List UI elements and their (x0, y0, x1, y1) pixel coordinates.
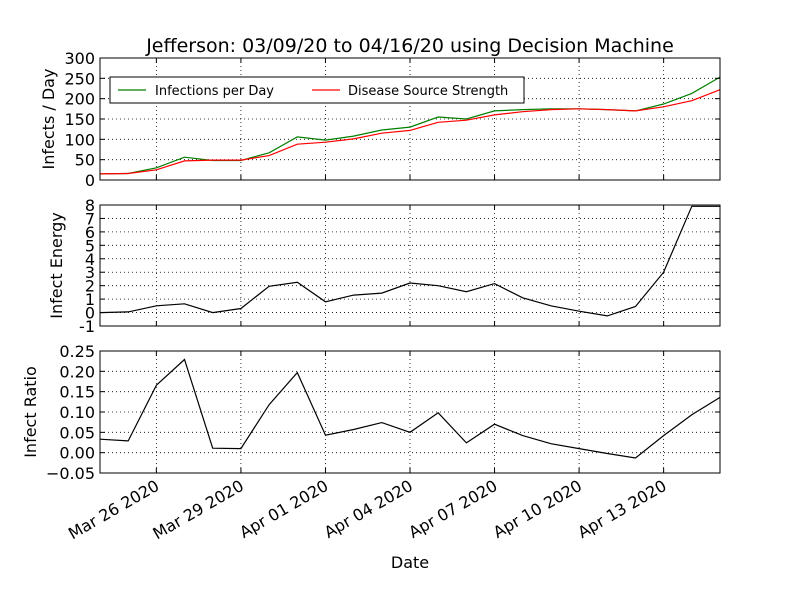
x-tick-label: Apr 04 2020 (321, 476, 416, 542)
y-tick-label: 2 (85, 277, 95, 296)
y-tick-label: −0.05 (46, 464, 95, 483)
y-tick-label: 150 (64, 110, 95, 129)
y-tick-label: 3 (85, 263, 95, 282)
y-tick-label: 250 (64, 69, 95, 88)
series-line-1 (99, 205, 720, 317)
x-tick-label: Apr 13 2020 (574, 476, 669, 542)
series-line-1 (99, 358, 721, 459)
y-axis-label: Infect Energy (47, 212, 66, 319)
series-line-2 (99, 89, 721, 175)
y-axis-label: Infect Ratio (21, 366, 40, 458)
y-tick-label: 0.05 (59, 423, 95, 442)
y-tick-label: 50 (75, 151, 95, 170)
x-tick-label: Apr 01 2020 (236, 476, 331, 542)
x-tick-label: Mar 29 2020 (150, 476, 247, 543)
x-tick-label: Mar 26 2020 (65, 476, 162, 543)
y-tick-label: 0.15 (59, 383, 95, 402)
y-tick-label: 0.25 (59, 342, 95, 361)
y-tick-label: 1 (85, 290, 95, 309)
x-tick-label: Apr 07 2020 (405, 476, 500, 542)
y-tick-label: 6 (85, 223, 95, 242)
y-tick-label: 0 (85, 304, 95, 323)
y-tick-label: 0 (85, 171, 95, 190)
y-tick-label: -1 (79, 317, 95, 336)
x-tick-label: Apr 10 2020 (490, 476, 585, 542)
legend-label-1: Infections per Day (155, 84, 274, 99)
y-tick-label: 300 (64, 49, 95, 68)
y-tick-label: 7 (85, 209, 95, 228)
y-tick-label: 5 (85, 236, 95, 255)
y-tick-label: 4 (85, 250, 95, 269)
y-tick-label: 100 (64, 130, 95, 149)
y-tick-label: 0.00 (59, 444, 95, 463)
y-axis-label: Infects / Day (39, 69, 58, 170)
legend: Infections per Day Disease Source Strengt… (109, 76, 525, 104)
chart-title: Jefferson: 03/09/20 to 04/16/20 using De… (145, 35, 674, 57)
y-tick-label: 8 (85, 196, 95, 215)
y-tick-label: 200 (64, 90, 95, 109)
y-tick-label: 0.20 (59, 362, 95, 381)
legend-label-2: Disease Source Strength (348, 84, 508, 99)
panel-3: −0.050.00 0.050.100.15 0.200.25 Infect Rati… (21, 342, 721, 483)
y-tick-label: 0.10 (59, 403, 95, 422)
x-axis-label: Date (391, 553, 429, 572)
